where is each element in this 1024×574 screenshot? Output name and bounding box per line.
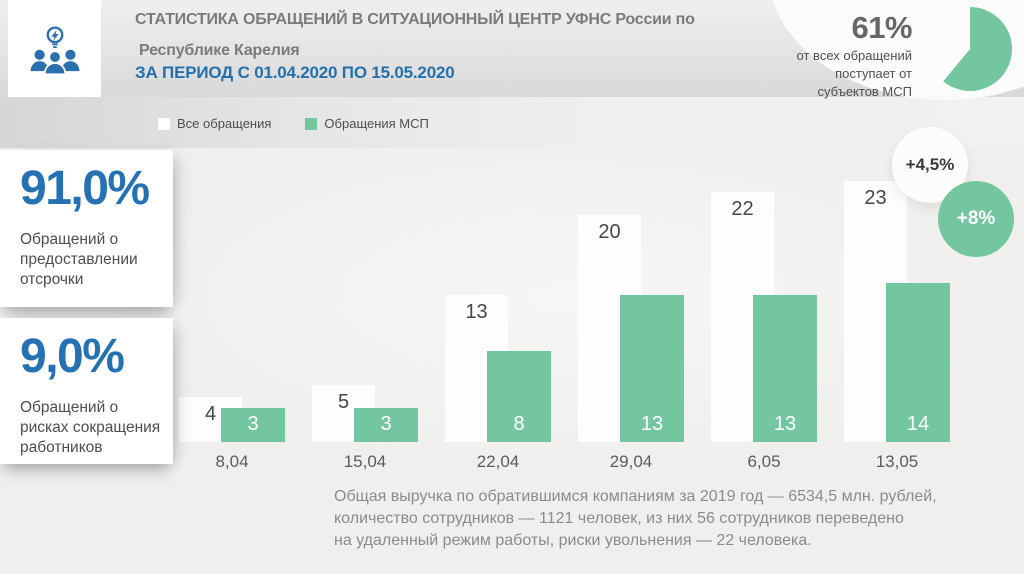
bar-all-value-label: 13 [465, 300, 488, 323]
bar-msp-value-label: 3 [380, 413, 392, 435]
bar-msp-appeals [487, 351, 551, 442]
stat-card-deferral: 91,0% Обращений о предоставлении отсрочк… [0, 150, 173, 307]
stat-card-value: 9,0% [20, 330, 125, 383]
bar-group: 4 3 8,04 [179, 150, 285, 471]
category-label: 8,04 [215, 452, 249, 471]
kpi-percent: 61% [851, 10, 912, 45]
bar-msp-appeals [221, 408, 285, 442]
stat-card-layoff-risk: 9,0% Обращений о рисках сокращения работ… [0, 318, 173, 464]
category-label: 13,05 [875, 452, 919, 471]
legend-swatch-all [158, 117, 170, 130]
kpi-block: 61% от всех обращений поступает от субъе… [740, 10, 913, 100]
bar-group: 5 3 15,04 [312, 150, 418, 471]
bar-msp-value-label: 3 [247, 413, 259, 435]
kpi-caption-line2: поступает от [835, 66, 912, 81]
chart-legend: Все обращения Обращения МСП [158, 116, 429, 131]
logo-panel [8, 0, 101, 97]
bar-all-value-label: 4 [204, 402, 217, 425]
bar-group: 13 8 22,04 [445, 150, 551, 471]
bar-msp-appeals [886, 283, 950, 442]
category-label: 22,04 [476, 452, 520, 471]
growth-badge-msp: +8% [938, 181, 1014, 257]
bar-all-value-label: 23 [864, 186, 887, 209]
category-label: 15,04 [343, 452, 387, 471]
category-label: 6,05 [747, 452, 781, 471]
legend-swatch-msp [305, 117, 318, 130]
bar-msp-value-label: 13 [640, 413, 664, 435]
kpi-caption-line3: субъектов МСП [817, 84, 912, 99]
bar-msp-appeals [354, 408, 418, 442]
category-label: 29,04 [609, 452, 653, 471]
stat-card-description: Обращений о предоставлении отсрочки [20, 231, 138, 288]
bar-msp-value-label: 13 [773, 413, 797, 435]
legend-item-all: Все обращения [158, 116, 271, 131]
bar-group: 22 13 6,05 [711, 150, 817, 471]
stat-card-value: 91,0% [20, 162, 150, 215]
bar-chart: 4 3 8,04 5 3 15,04 13 8 22,04 20 13 29,04 22 13 6,05 23… [179, 150, 979, 471]
bar-group: 20 13 29,04 [578, 150, 684, 471]
bar-all-value-label: 20 [598, 221, 621, 243]
legend-item-msp: Обращения МСП [305, 116, 429, 131]
bar-msp-value-label: 8 [513, 413, 525, 435]
page-title-line2: Республике Карелия [139, 42, 300, 59]
bar-msp-value-label: 14 [906, 413, 930, 435]
stat-card-description: Обращений о рисках сокращения работников [20, 399, 161, 456]
people-lightbulb-icon [30, 25, 79, 75]
bar-msp-appeals [753, 294, 817, 442]
bar-all-value-label: 22 [731, 198, 754, 221]
pie-chart [928, 7, 1012, 91]
period-subtitle: ЗА ПЕРИОД С 01.04.2020 ПО 15.05.2020 [135, 63, 455, 82]
footnote-text: Общая выручка по обратившимся компаниям … [334, 488, 937, 549]
kpi-caption-line1: от всех обращений [796, 48, 912, 63]
bar-group: 23 14 13,05 [844, 150, 950, 471]
legend-label-msp: Обращения МСП [324, 116, 429, 131]
page-title-line1: СТАТИСТИКА ОБРАЩЕНИЙ В СИТУАЦИОННЫЙ ЦЕНТ… [135, 11, 695, 28]
legend-band [0, 97, 1024, 149]
bar-msp-appeals [620, 294, 684, 442]
legend-label-all: Все обращения [177, 116, 272, 131]
bar-all-value-label: 5 [337, 391, 350, 414]
